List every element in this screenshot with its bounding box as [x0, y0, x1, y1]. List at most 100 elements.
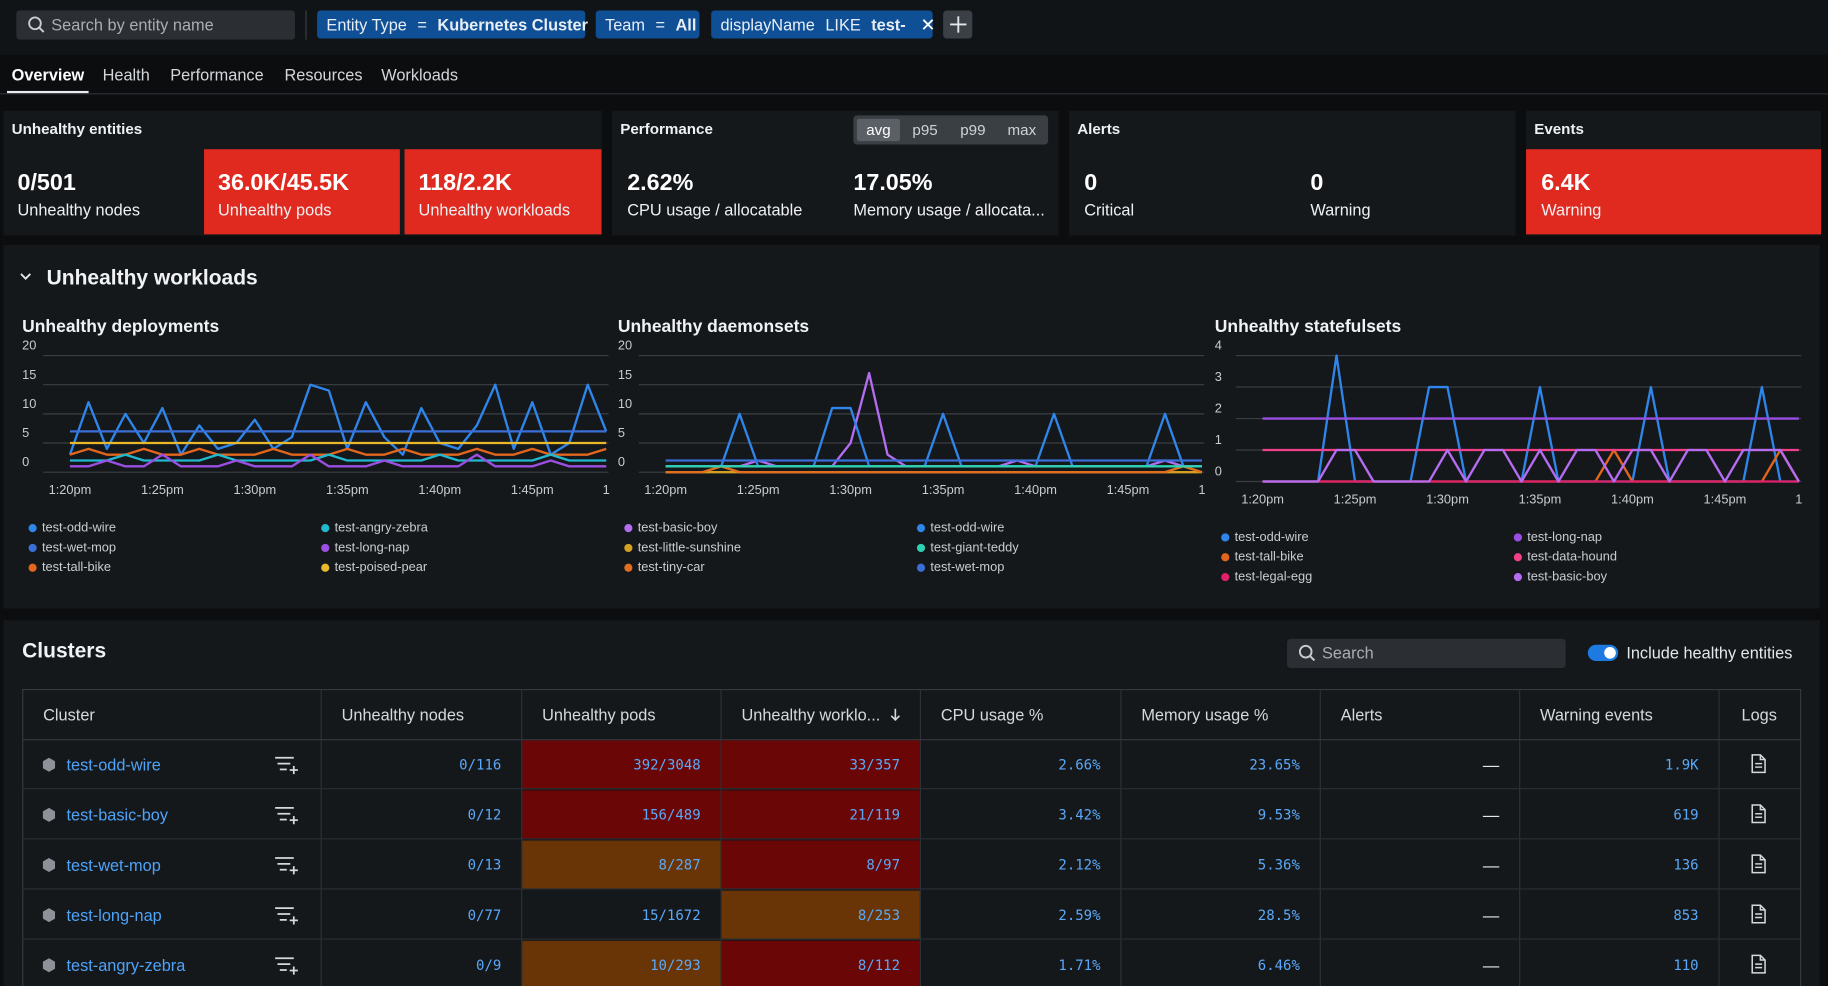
tab[interactable]: Overview: [11, 65, 85, 84]
card-title: Unhealthy entities: [11, 120, 143, 138]
collapse-chevron-shape[interactable]: [20, 273, 31, 280]
tile-value: 0: [1084, 170, 1098, 196]
row-border: [22, 888, 1802, 890]
row-border: [22, 938, 1802, 940]
logs-icon-shape[interactable]: [1751, 804, 1766, 824]
column-header[interactable]: Warning events: [1540, 705, 1653, 724]
logs-icon[interactable]: [1751, 854, 1766, 874]
plus-icon[interactable]: [949, 16, 966, 33]
filter-icon[interactable]: [275, 755, 298, 775]
numeric-cell: 21/119: [849, 806, 901, 824]
logs-icon[interactable]: [1751, 954, 1766, 974]
tile-label: Memory usage / allocata...: [853, 200, 1045, 220]
tab-underline: [6, 90, 89, 94]
numeric-cell: 0/116: [459, 756, 502, 773]
summary-tile: 0 Critical: [1069, 149, 1291, 234]
column-header[interactable]: CPU usage %: [940, 705, 1044, 724]
filter-icon[interactable]: [275, 906, 298, 925]
collapse-chevron[interactable]: [20, 273, 33, 281]
cluster-link[interactable]: test-wet-mop: [66, 855, 161, 875]
filter-chip[interactable]: Entity Type = Kubernetes Cluster: [317, 10, 588, 39]
alerts-cell: —: [1482, 855, 1500, 875]
logs-icon-shape[interactable]: [1751, 904, 1766, 924]
card-title: Performance: [620, 120, 713, 138]
table-frame: [22, 688, 1802, 986]
close-icon[interactable]: [922, 19, 934, 30]
column-divider: [1718, 690, 1720, 986]
column-divider: [1519, 690, 1521, 986]
section-title: Clusters: [22, 638, 107, 663]
logs-icon[interactable]: [1751, 804, 1766, 824]
column-header[interactable]: Logs: [1741, 705, 1777, 724]
numeric-cell[interactable]: 853: [1673, 907, 1699, 924]
logs-icon-shape[interactable]: [1751, 754, 1766, 774]
filter-icon[interactable]: [275, 806, 298, 825]
column-header[interactable]: Alerts: [1340, 705, 1383, 724]
cell-highlight: [522, 840, 721, 890]
logs-icon-shape[interactable]: [1759, 804, 1766, 811]
tile-label: Unhealthy workloads: [418, 200, 571, 220]
aggregation-option[interactable]: p95: [912, 121, 938, 139]
filter-op: LIKE: [825, 15, 861, 34]
filter-icon[interactable]: [275, 856, 298, 875]
tile-label: Critical: [1084, 200, 1135, 220]
filter-chip[interactable]: Team = All: [595, 10, 700, 39]
table-search[interactable]: Search: [1287, 638, 1566, 669]
section-title[interactable]: Unhealthy workloads: [46, 265, 258, 290]
tile-value: 0/501: [17, 170, 76, 196]
tab[interactable]: Resources: [284, 65, 363, 84]
column-divider: [1120, 690, 1122, 986]
numeric-cell: 1.71%: [1058, 957, 1101, 974]
logs-icon-shape[interactable]: [1759, 855, 1766, 861]
numeric-cell[interactable]: 1.9K: [1664, 756, 1699, 773]
cluster-link[interactable]: test-basic-boy: [66, 805, 169, 825]
logs-icon-shape[interactable]: [1759, 955, 1766, 961]
logs-icon-shape[interactable]: [1759, 905, 1766, 911]
row-border: [22, 788, 1802, 790]
tab[interactable]: Performance: [170, 65, 264, 84]
numeric-cell[interactable]: 136: [1673, 856, 1699, 874]
column-header[interactable]: Unhealthy pods: [542, 705, 656, 724]
cluster-link[interactable]: test-long-nap: [66, 905, 162, 925]
aggregation-option[interactable]: avg: [856, 118, 901, 142]
column-header[interactable]: Unhealthy nodes: [341, 705, 465, 724]
aggregation-option[interactable]: p99: [960, 121, 986, 139]
alerts-cell: —: [1482, 755, 1500, 775]
logs-icon-shape[interactable]: [1751, 954, 1766, 974]
column-header[interactable]: Cluster: [43, 705, 95, 724]
tile-label: Unhealthy pods: [218, 200, 332, 220]
column-divider: [521, 690, 523, 986]
cluster-link[interactable]: test-angry-zebra: [66, 955, 186, 975]
logs-icon[interactable]: [1751, 754, 1766, 774]
summary-tile: 0/501 Unhealthy nodes: [3, 149, 199, 234]
column-header[interactable]: Memory usage %: [1141, 705, 1269, 724]
add-filter-button[interactable]: [943, 10, 973, 39]
numeric-cell[interactable]: 110: [1673, 957, 1699, 974]
entity-icon: [42, 757, 56, 772]
tab[interactable]: Health: [102, 65, 150, 84]
numeric-cell: 8/97: [866, 856, 901, 874]
entity-icon-shape: [42, 958, 56, 973]
toggle-knob: [1604, 647, 1616, 659]
healthy-toggle[interactable]: [1587, 644, 1619, 662]
numeric-cell[interactable]: 619: [1673, 806, 1699, 824]
cluster-link[interactable]: test-odd-wire: [66, 755, 161, 775]
search-box[interactable]: Search by entity name: [16, 10, 295, 40]
tile-value: 0: [1310, 170, 1324, 196]
cell-highlight: [721, 940, 920, 986]
logs-icon[interactable]: [1751, 904, 1766, 924]
aggregation-option[interactable]: max: [1007, 121, 1037, 139]
cell-highlight: [522, 740, 721, 790]
filter-icon[interactable]: [275, 956, 298, 975]
tile-label: CPU usage / allocatable: [627, 200, 803, 220]
logs-icon-shape[interactable]: [1759, 754, 1766, 761]
filter-chip[interactable]: displayName LIKE test-: [711, 10, 934, 39]
column-header[interactable]: Unhealthy worklo...: [741, 705, 881, 724]
tab[interactable]: Workloads: [381, 65, 459, 84]
entity-icon: [42, 807, 56, 822]
close-icon-shape[interactable]: [922, 19, 934, 30]
numeric-cell: 0/9: [476, 957, 502, 974]
logs-icon-shape[interactable]: [1751, 854, 1766, 874]
toggle-label: Include healthy entities: [1626, 643, 1793, 663]
